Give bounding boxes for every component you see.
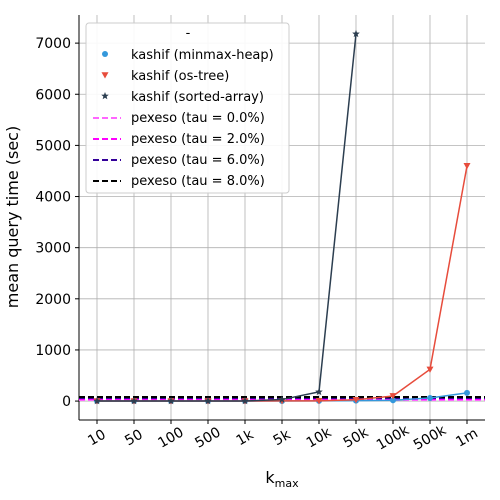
y-tick-label: 2000 [35,292,71,308]
series [93,29,471,405]
data-point [352,29,360,38]
y-ticks: 0 1000 2000 3000 4000 5000 6000 7000 [35,36,79,410]
legend-label: kashif (sorted-array) [131,90,264,105]
data-point [352,397,360,404]
x-axis-label-main: k [265,468,275,487]
y-tick-label: 1000 [35,343,71,359]
series-group [93,29,360,405]
x-axis-label-sub: max [275,477,299,490]
data-point [93,397,101,405]
y-tick-label: 4000 [35,190,71,206]
data-point [464,389,470,396]
x-tick-label: 50k [341,424,372,451]
data-point [204,397,212,405]
legend-marker [102,51,108,57]
y-tick-label: 3000 [35,241,71,257]
x-tick-label: 50 [122,427,145,450]
data-point [463,163,471,170]
x-tick-label: 500k [411,422,450,454]
legend-box [85,22,290,194]
legend-label: kashif (minmax-heap) [131,48,274,63]
legend: - kashif (minmax-heap)kashif (os-tree)ka… [85,22,290,194]
data-point [241,396,249,405]
legend-label: pexeso (tau = 0.0%) [131,111,265,126]
x-tick-label: 1m [453,425,481,450]
legend-label: pexeso (tau = 6.0%) [131,153,265,168]
x-tick-label: 10 [85,427,108,450]
legend-title: - [186,26,191,41]
data-point [167,397,175,405]
data-point [315,387,323,396]
y-tick-label: 5000 [35,138,71,154]
x-tick-label: 500 [192,424,223,451]
x-tick-label: 10k [304,424,335,451]
data-point [390,397,396,404]
data-point [389,393,397,400]
y-axis-label: mean query time (sec) [3,126,22,308]
legend-marker [101,72,109,79]
data-point [315,398,323,405]
x-tick-label: 5k [271,426,295,449]
series-line [97,33,357,402]
legend-label: kashif (os-tree) [131,69,229,84]
data-point [278,395,286,403]
legend-items: kashif (minmax-heap) kashif (os-tree) kash… [93,48,274,189]
y-tick-label: 0 [62,394,71,410]
legend-marker [101,92,109,100]
data-point [426,366,434,373]
legend-label: pexeso (tau = 2.0%) [131,132,265,147]
data-point [427,395,433,402]
y-tick-label: 6000 [35,87,71,103]
x-tick-label: 100 [155,424,186,451]
x-tick-label: 1k [234,426,258,449]
x-tick-label: 100k [374,422,413,454]
legend-label: pexeso (tau = 8.0%) [131,174,265,189]
x-axis-label: kmax [265,468,299,490]
data-point [130,397,138,405]
y-tick-label: 7000 [35,36,71,52]
